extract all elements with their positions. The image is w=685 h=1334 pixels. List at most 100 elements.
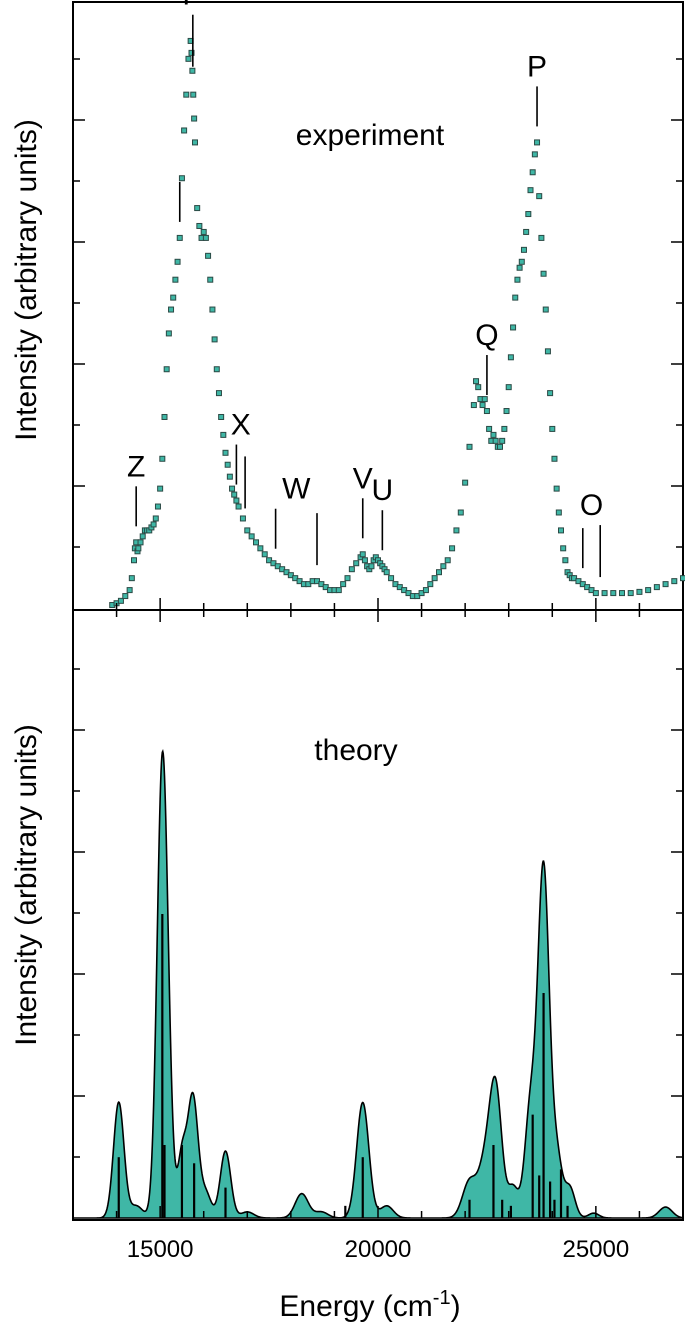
experiment-data-point <box>523 228 530 235</box>
experiment-annotation: experiment <box>296 119 445 152</box>
experiment-data-point <box>220 431 227 438</box>
experiment-peak-markers: Z Y XW VU Q P O <box>127 0 603 578</box>
experiment-data-point <box>135 545 142 552</box>
experiment-data-point <box>492 437 499 444</box>
experiment-data-point <box>636 588 643 595</box>
experiment-data-point <box>196 222 203 229</box>
experiment-data-point <box>261 551 268 558</box>
experiment-data-point <box>226 473 233 480</box>
experiment-data-point <box>235 503 242 510</box>
experiment-data-point <box>525 211 532 218</box>
experiment-data-point <box>131 557 137 564</box>
experiment-data-point <box>534 139 541 146</box>
experiment-data-point <box>619 590 625 597</box>
experiment-data-point <box>192 139 198 146</box>
experiment-data-point <box>562 557 569 564</box>
experiment-data-point <box>483 408 490 415</box>
experiment-data-point <box>117 597 124 604</box>
experiment-data-point <box>150 521 157 528</box>
peak-label: W <box>282 473 311 506</box>
experiment-data-point <box>170 294 177 301</box>
experiment-data-point <box>662 581 669 588</box>
experiment-data-point <box>538 234 545 241</box>
x-axis-label: Energy (cm-1) <box>279 1287 460 1323</box>
experiment-data-point <box>248 533 255 540</box>
experiment-data-point <box>157 485 164 492</box>
peak-label: Z <box>127 450 145 483</box>
experiment-data-point <box>161 413 168 420</box>
experiment-data-point <box>231 491 238 498</box>
experiment-data-point <box>592 590 599 597</box>
experiment-data-point <box>490 431 497 438</box>
experiment-data-point <box>503 408 510 415</box>
experiment-data-point <box>126 587 133 594</box>
experiment-data-point <box>229 485 236 492</box>
experiment-data-point <box>542 306 549 313</box>
experiment-data-point <box>361 557 368 564</box>
experiment-data-point <box>209 306 216 313</box>
experiment-data-point <box>213 366 220 373</box>
peak-label: U <box>372 474 394 507</box>
experiment-data-point <box>558 527 564 534</box>
experiment-data-point <box>128 575 135 582</box>
experiment-data-point <box>159 455 166 462</box>
experiment-data-point <box>510 324 517 331</box>
experiment-data-point <box>233 497 240 504</box>
experiment-data-point <box>436 569 442 576</box>
experiment-data-point <box>514 276 521 283</box>
experiment-data-point <box>507 354 514 361</box>
experiment-data-point <box>340 581 347 588</box>
experiment-data-point <box>497 443 503 450</box>
x-axis-label-end: ) <box>451 1290 461 1323</box>
experiment-data-point <box>553 485 560 492</box>
theory-annotation: theory <box>314 734 397 767</box>
experiment-data-point <box>205 252 212 259</box>
experiment-data-point <box>645 587 652 594</box>
experiment-data-point <box>191 115 198 122</box>
experiment-data-point <box>473 378 480 385</box>
experiment-data-point <box>176 234 183 241</box>
experiment-data-point <box>512 294 519 301</box>
experiment-data-point <box>544 348 551 355</box>
experiment-data-point <box>222 449 229 456</box>
x-tick-label-15000: 15000 <box>127 1236 194 1263</box>
peak-label: Q <box>475 319 498 352</box>
experiment-data-point <box>368 563 375 570</box>
x-axis-label-superscript: -1 <box>433 1287 451 1309</box>
experiment-data-point <box>481 396 488 403</box>
experiment-data-point <box>202 234 209 241</box>
experiment-data-point <box>188 49 195 56</box>
experiment-data-point <box>549 425 556 432</box>
experiment-data-point <box>335 587 342 594</box>
experiment-data-point <box>168 306 175 313</box>
experiment-data-point <box>501 425 508 432</box>
experiment-data-point <box>516 264 523 271</box>
experiment-data-point <box>178 175 185 182</box>
peak-label: Y <box>176 0 196 12</box>
x-tick-label-20000: 20000 <box>345 1236 412 1263</box>
experiment-data-point <box>520 246 527 253</box>
experiment-data-point <box>194 205 201 212</box>
experiment-data-point <box>479 402 486 409</box>
experiment-data-point <box>540 270 547 277</box>
experiment-data-point <box>383 569 390 576</box>
peak-label: V <box>353 462 373 495</box>
experiment-data-point <box>122 593 129 600</box>
experiment-y-axis-label: Intensity (arbitrary units) <box>10 119 43 441</box>
experiment-data-point <box>462 479 469 486</box>
experiment-data-point <box>555 509 562 516</box>
experiment-data-point <box>172 276 179 283</box>
experiment-data-point <box>224 461 231 468</box>
experiment-data-point <box>353 560 360 567</box>
experiment-data-point <box>560 545 567 552</box>
experiment-data-point <box>505 384 512 391</box>
experiment-data-point <box>449 545 456 552</box>
experiment-data-point <box>257 545 264 552</box>
x-tick-label-25000: 25000 <box>562 1236 629 1263</box>
experiment-data-point <box>457 509 464 516</box>
theory-y-axis-label: Intensity (arbitrary units) <box>10 724 43 1046</box>
experiment-data-point <box>475 384 482 391</box>
experiment-data-point <box>139 533 146 540</box>
experiment-data-points <box>109 37 685 609</box>
